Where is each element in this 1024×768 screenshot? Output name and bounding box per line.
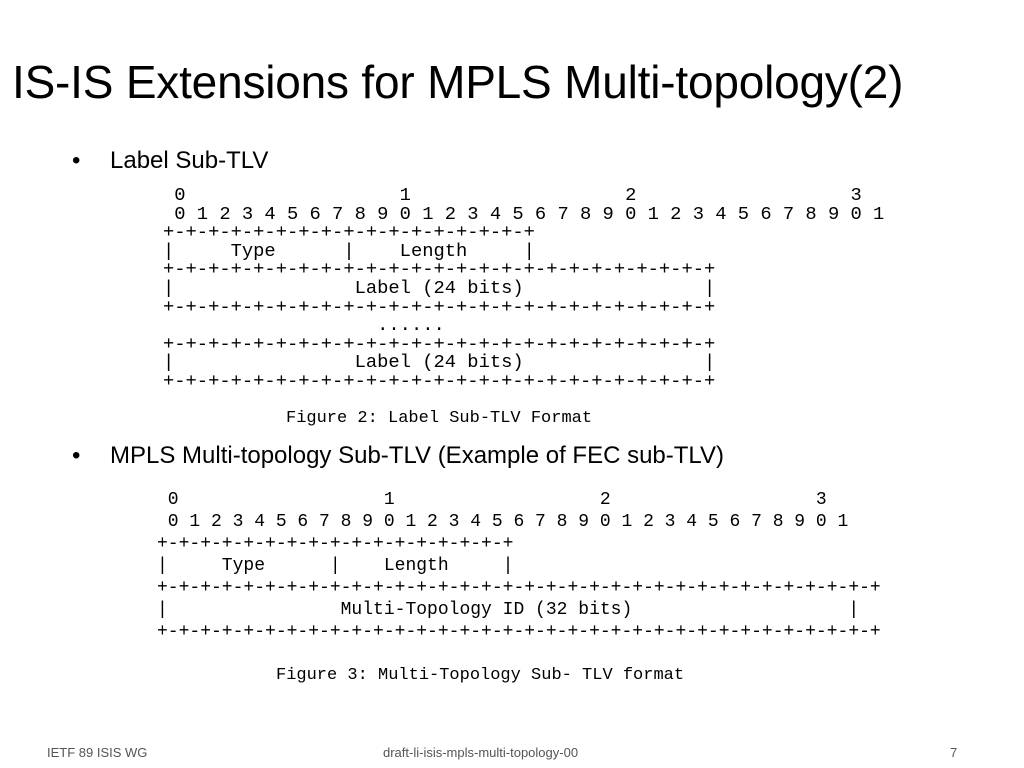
figure-line: 0 1 2 3 [157, 490, 827, 510]
figure-line: +-+-+-+-+-+-+-+-+-+-+-+-+-+-+-+-+-+-+-+-… [157, 622, 881, 642]
figure-line: | Label (24 bits) | [163, 276, 716, 299]
ascii-figure: 0 1 2 3 0 1 2 3 4 5 6 7 8 9 0 1 2 3 4 5 … [157, 489, 881, 643]
bullet-text: MPLS Multi-topology Sub-TLV (Example of … [110, 442, 724, 469]
figure-line: ...... [163, 314, 445, 337]
bullet-item: • Label Sub-TLV [72, 147, 269, 174]
figure-line: +-+-+-+-+-+-+-+-+-+-+-+-+-+-+-+-+-+-+-+-… [163, 369, 716, 392]
footer-left: IETF 89 ISIS WG [47, 745, 148, 760]
figure-line: | Multi-Topology ID (32 bits) | [157, 600, 860, 620]
figure-caption: Figure 2: Label Sub-TLV Format [286, 409, 593, 428]
figure-line: +-+-+-+-+-+-+-+-+-+-+-+-+-+-+-+-+-+-+-+-… [163, 332, 716, 355]
figure-line: +-+-+-+-+-+-+-+-+-+-+-+-+-+-+-+-+ [163, 221, 535, 244]
figure-caption: Figure 3: Multi-Topology Sub- TLV format [276, 666, 685, 685]
figure-line: 0 1 2 3 4 5 6 7 8 9 0 1 2 3 4 5 6 7 8 9 … [157, 512, 849, 532]
slide-title: IS-IS Extensions for MPLS Multi-topology… [12, 56, 904, 108]
figure-line: +-+-+-+-+-+-+-+-+-+-+-+-+-+-+-+-+-+-+-+-… [163, 295, 716, 318]
figure-line: +-+-+-+-+-+-+-+-+-+-+-+-+-+-+-+-+ [157, 534, 514, 554]
bullet-item: • MPLS Multi-topology Sub-TLV (Example of… [72, 442, 724, 469]
bullet-text: Label Sub-TLV [110, 147, 269, 174]
figure-line: 0 1 2 3 [163, 184, 862, 206]
figure-line: +-+-+-+-+-+-+-+-+-+-+-+-+-+-+-+-+-+-+-+-… [157, 578, 881, 598]
figure-line: +-+-+-+-+-+-+-+-+-+-+-+-+-+-+-+-+-+-+-+-… [163, 258, 716, 281]
footer-center: draft-li-isis-mpls-multi-topology-00 [383, 745, 579, 760]
figure-line: | Type | Length | [157, 556, 514, 576]
figure-line: 0 1 2 3 4 5 6 7 8 9 0 1 2 3 4 5 6 7 8 9 … [163, 202, 885, 225]
ascii-figure: 0 1 2 3 0 1 2 3 4 5 6 7 8 9 0 1 2 3 4 5 … [163, 186, 884, 391]
figure-line: | Label (24 bits) | [163, 351, 716, 374]
figure-line: | Type | Length | [163, 239, 535, 262]
page-number: 7 [950, 745, 958, 760]
